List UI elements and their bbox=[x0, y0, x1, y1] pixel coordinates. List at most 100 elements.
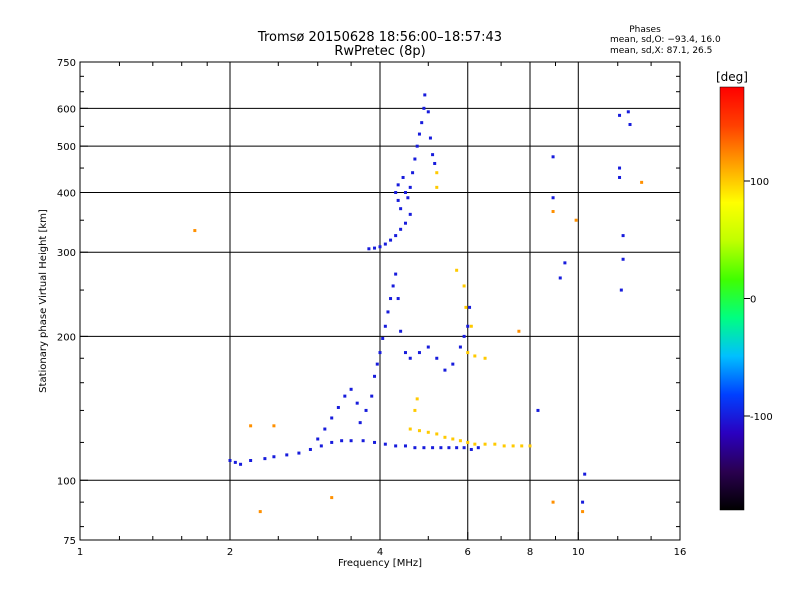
data-point bbox=[423, 93, 427, 97]
series-scattered-positive bbox=[193, 180, 644, 514]
data-point bbox=[394, 190, 398, 194]
data-point bbox=[493, 442, 497, 446]
data-point bbox=[361, 439, 365, 443]
data-point bbox=[394, 272, 398, 276]
data-point bbox=[413, 408, 417, 412]
stats-heading: Phases bbox=[629, 25, 661, 35]
data-point bbox=[473, 354, 477, 358]
data-point bbox=[394, 444, 398, 448]
colorbar-tick-label: 0 bbox=[750, 295, 756, 306]
data-point bbox=[396, 198, 400, 202]
data-point bbox=[618, 113, 622, 117]
data-point bbox=[373, 440, 377, 444]
data-point bbox=[426, 345, 430, 349]
data-point bbox=[431, 153, 435, 157]
data-point bbox=[451, 362, 455, 366]
chart-subtitle: RwPretec (8p) bbox=[334, 44, 425, 59]
data-point bbox=[272, 424, 276, 428]
data-point bbox=[462, 446, 466, 450]
data-point bbox=[399, 227, 403, 231]
data-point bbox=[581, 500, 585, 504]
data-point bbox=[415, 397, 419, 401]
y-tick-label: 300 bbox=[57, 248, 76, 259]
x-tick-label: 1 bbox=[77, 547, 83, 558]
x-tick-label: 10 bbox=[572, 547, 585, 558]
colorbar-tick-label: 100 bbox=[750, 177, 769, 188]
data-point bbox=[403, 221, 407, 225]
data-point bbox=[502, 444, 506, 448]
data-point bbox=[406, 196, 410, 200]
data-point bbox=[536, 408, 540, 412]
x-tick-label: 4 bbox=[377, 547, 383, 558]
data-point bbox=[417, 351, 421, 355]
data-point bbox=[258, 510, 262, 514]
data-point bbox=[375, 362, 379, 366]
data-point bbox=[383, 442, 387, 446]
data-point bbox=[403, 190, 407, 194]
data-point bbox=[462, 334, 466, 338]
data-point bbox=[239, 462, 243, 466]
data-point bbox=[466, 440, 470, 444]
data-point bbox=[330, 416, 334, 420]
data-point bbox=[426, 110, 430, 114]
data-point bbox=[394, 234, 398, 238]
data-point bbox=[389, 297, 393, 301]
data-point bbox=[378, 245, 382, 249]
data-point bbox=[401, 175, 405, 179]
data-point bbox=[323, 427, 327, 431]
data-point bbox=[551, 155, 555, 159]
data-point bbox=[628, 123, 632, 127]
y-tick-label: 750 bbox=[57, 58, 76, 69]
data-point bbox=[396, 297, 400, 301]
data-point bbox=[408, 427, 412, 431]
data-point bbox=[263, 457, 267, 461]
data-point bbox=[297, 451, 301, 455]
data-point bbox=[358, 421, 362, 425]
series-extraordinary bbox=[408, 171, 532, 448]
data-point bbox=[420, 121, 424, 125]
data-point bbox=[319, 444, 323, 448]
data-point bbox=[563, 261, 567, 265]
data-point bbox=[330, 440, 334, 444]
colorbar-label: [deg] bbox=[716, 70, 748, 84]
data-point bbox=[528, 444, 532, 448]
chart-title: Tromsø 20150628 18:56:00–18:57:43 bbox=[257, 30, 502, 45]
series-scattered bbox=[536, 110, 632, 504]
data-point bbox=[408, 185, 412, 189]
data-point bbox=[439, 446, 443, 450]
data-point bbox=[435, 432, 439, 436]
y-tick-label: 400 bbox=[57, 188, 76, 199]
data-point bbox=[626, 110, 630, 114]
data-point bbox=[618, 175, 622, 179]
colorbar-tick-label: -100 bbox=[750, 412, 773, 423]
data-point bbox=[468, 305, 472, 309]
data-point bbox=[511, 444, 515, 448]
data-point bbox=[399, 329, 403, 333]
data-point bbox=[340, 439, 344, 443]
data-point bbox=[483, 356, 487, 360]
stats-x-line: mean, sd,X: 87.1, 26.5 bbox=[610, 46, 712, 56]
data-point bbox=[581, 510, 585, 514]
x-axis: 1 2 4 6 8 10 16 bbox=[77, 532, 686, 558]
data-point bbox=[349, 439, 353, 443]
data-point bbox=[403, 444, 407, 448]
data-point bbox=[473, 442, 477, 446]
data-point bbox=[370, 394, 374, 398]
data-point bbox=[619, 288, 623, 292]
data-point bbox=[443, 368, 447, 372]
data-point bbox=[417, 429, 421, 433]
data-point bbox=[551, 210, 555, 214]
data-point bbox=[316, 437, 320, 441]
series-ordinary-rising bbox=[316, 272, 472, 441]
data-point bbox=[451, 437, 455, 441]
data-point bbox=[411, 171, 415, 175]
colorbar bbox=[719, 86, 745, 511]
data-point bbox=[249, 458, 253, 462]
data-point bbox=[426, 430, 430, 434]
series-ordinary-lower bbox=[228, 439, 480, 466]
data-point bbox=[517, 329, 521, 333]
data-point bbox=[413, 446, 417, 450]
data-point bbox=[466, 324, 470, 328]
y-tick-label: 100 bbox=[57, 476, 76, 487]
